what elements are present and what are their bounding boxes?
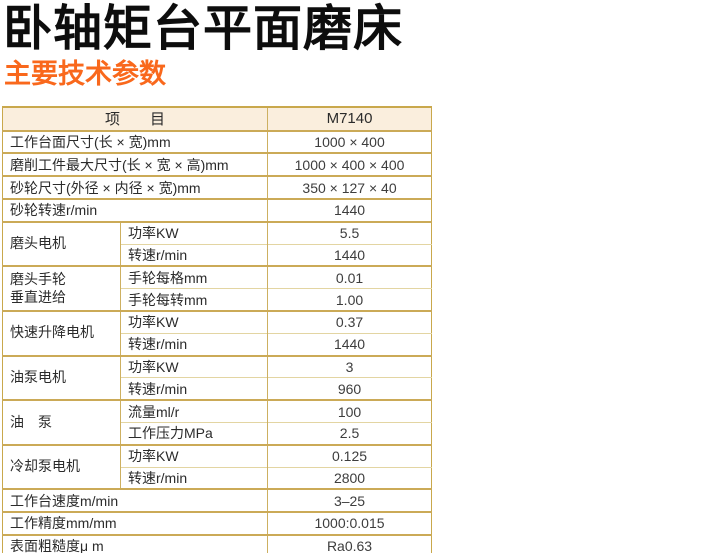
row-value: Ra0.63: [267, 533, 432, 553]
row-value: 1.00: [267, 288, 432, 311]
page-title: 卧轴矩台平面磨床: [3, 2, 404, 56]
row-sublabel: 转速r/min: [119, 377, 268, 401]
table-row-coolant-motor-speed: 转速r/min 2800: [3, 466, 432, 490]
group-label-oilpump-motor: 油泵电机: [2, 354, 121, 401]
table-row-table-speed: 工作台速度m/min 3–25: [2, 488, 432, 513]
header-model-label: M7140: [267, 106, 432, 131]
group-label-line2: 垂直进给: [10, 288, 66, 305]
row-value: 1440: [267, 332, 432, 356]
row-sublabel: 手轮每格mm: [119, 265, 268, 289]
row-label: 工作台速度m/min: [2, 488, 268, 513]
row-value: 5.5: [267, 220, 432, 245]
page-subtitle: 主要技术参数: [4, 58, 166, 89]
table-row-worktable-size: 工作台面尺寸(长 × 宽)mm 1000 × 400: [2, 129, 432, 154]
table-row-wheel-size: 砂轮尺寸(外径 × 内径 × 宽)mm 350 × 127 × 40: [2, 175, 432, 199]
spec-table: 项 目 M7140 工作台面尺寸(长 × 宽)mm 1000 × 400 磨削工…: [2, 105, 433, 553]
row-sublabel: 转速r/min: [119, 332, 268, 356]
table-row-accuracy: 工作精度mm/mm 1000:0.015: [2, 511, 432, 535]
row-label: 磨削工件最大尺寸(长 × 宽 × 高)mm: [2, 152, 268, 177]
table-row-oilpump-motor-power: 油泵电机 功率KW 3: [2, 354, 432, 401]
row-sublabel: 转速r/min: [119, 243, 268, 267]
table-row-oilpump-flow: 油 泵 流量ml/r 100: [2, 399, 432, 445]
row-value: 3: [267, 354, 432, 378]
group-label-line1: 快速升降电机: [10, 324, 94, 341]
row-label: 砂轮转速r/min: [2, 197, 268, 222]
row-value: 1000 × 400 × 400: [267, 152, 432, 177]
table-row-grinding-motor-speed: 转速r/min 1440: [3, 243, 432, 267]
table-row-coolant-motor-power: 冷却泵电机 功率KW 0.125: [2, 443, 432, 490]
row-label: 表面粗糙度μ m: [2, 533, 268, 553]
row-value: 350 × 127 × 40: [267, 175, 432, 199]
row-value: 960: [267, 377, 432, 401]
group-label-line1: 油泵电机: [10, 369, 66, 386]
row-value: 1000 × 400: [267, 129, 432, 154]
group-label-oilpump: 油 泵: [2, 399, 121, 445]
row-value: 0.37: [267, 309, 432, 334]
row-sublabel: 功率KW: [119, 220, 268, 245]
row-value: 1440: [267, 243, 432, 267]
row-value: 2.5: [267, 421, 432, 445]
row-label: 工作精度mm/mm: [2, 511, 268, 535]
row-value: 0.125: [267, 443, 432, 467]
row-sublabel: 功率KW: [119, 354, 268, 378]
table-row-oilpump-motor-speed: 转速r/min 960: [3, 377, 432, 401]
table-row-wheel-speed: 砂轮转速r/min 1440: [2, 197, 432, 222]
row-label: 工作台面尺寸(长 × 宽)mm: [2, 129, 268, 154]
group-label-line1: 油 泵: [10, 413, 52, 430]
group-label-lift-motor: 快速升降电机: [2, 309, 121, 356]
group-label-line1: 磨头电机: [10, 235, 66, 252]
row-value: 3–25: [267, 488, 432, 513]
table-row-lift-motor-power: 快速升降电机 功率KW 0.37: [2, 309, 432, 356]
row-label: 砂轮尺寸(外径 × 内径 × 宽)mm: [2, 175, 268, 199]
group-label-handwheel-feed: 磨头手轮 垂直进给: [2, 265, 121, 311]
row-value: 0.01: [267, 265, 432, 289]
table-row-handwheel-per-rev: 手轮每转mm 1.00: [3, 288, 432, 311]
group-label-line1: 冷却泵电机: [10, 458, 80, 475]
table-row-oilpump-pressure: 工作压力MPa 2.5: [3, 421, 432, 445]
table-row-surface-roughness: 表面粗糙度μ m Ra0.63: [2, 533, 432, 553]
header-item-label: 项 目: [2, 106, 268, 131]
table-row-handwheel-per-div: 磨头手轮 垂直进给 手轮每格mm 0.01: [2, 265, 432, 311]
row-sublabel: 流量ml/r: [119, 399, 268, 423]
row-sublabel: 手轮每转mm: [119, 288, 268, 311]
group-label-coolant-motor: 冷却泵电机: [2, 443, 121, 490]
table-header-row: 项 目 M7140: [2, 106, 432, 131]
row-sublabel: 功率KW: [119, 309, 268, 334]
row-sublabel: 功率KW: [119, 443, 268, 467]
table-row-grinding-motor-power: 磨头电机 功率KW 5.5: [2, 220, 432, 267]
table-row-max-workpiece: 磨削工件最大尺寸(长 × 宽 × 高)mm 1000 × 400 × 400: [2, 152, 432, 177]
row-value: 1000:0.015: [267, 511, 432, 535]
row-value: 1440: [267, 197, 432, 222]
row-value: 2800: [267, 466, 432, 490]
row-value: 100: [267, 399, 432, 423]
table-row-lift-motor-speed: 转速r/min 1440: [3, 332, 432, 356]
group-label-grinding-motor: 磨头电机: [2, 220, 121, 267]
row-sublabel: 转速r/min: [119, 466, 268, 490]
group-label-line1: 磨头手轮: [10, 271, 66, 288]
row-sublabel: 工作压力MPa: [119, 421, 268, 445]
